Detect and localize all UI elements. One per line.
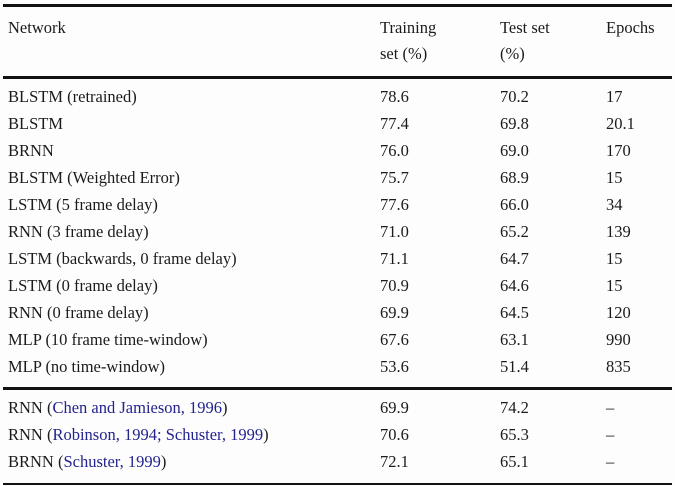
epochs-cell: 120: [606, 303, 631, 322]
main-results-section: BLSTM (retrained) 78.6 70.2 17 BLSTM 77.…: [3, 78, 672, 390]
epochs-cell: 20.1: [606, 114, 635, 133]
epochs-cell: 15: [606, 276, 623, 295]
col-header-network-label: Network: [8, 18, 66, 37]
training-cell: 77.6: [380, 195, 409, 214]
table-row: BLSTM 77.4 69.8 20.1: [3, 110, 672, 137]
training-cell: 76.0: [380, 141, 409, 160]
epochs-cell: –: [606, 425, 615, 444]
network-cell: MLP (10 frame time-window): [8, 330, 208, 349]
network-cell: MLP (no time-window): [3, 353, 375, 390]
table-row: MLP (10 frame time-window) 67.6 63.1 990: [3, 326, 672, 353]
test-cell: 64.7: [500, 249, 529, 268]
test-cell: 70.2: [500, 87, 529, 106]
table-row: RNN (3 frame delay) 71.0 65.2 139: [3, 218, 672, 245]
citation-link[interactable]: Robinson, 1994; Schuster, 1999: [52, 425, 264, 444]
test-cell: 64.6: [500, 276, 529, 295]
table-row: LSTM (0 frame delay) 70.9 64.6 15: [3, 272, 672, 299]
epochs-cell: 15: [606, 168, 623, 187]
table-row: LSTM (5 frame delay) 77.6 66.0 34: [3, 191, 672, 218]
table-row: BLSTM (retrained) 78.6 70.2 17: [3, 78, 672, 111]
training-cell: 53.6: [375, 353, 495, 390]
test-cell: 63.1: [500, 330, 529, 349]
epochs-cell: –: [606, 398, 615, 417]
table-row: LSTM (backwards, 0 frame delay) 71.1 64.…: [3, 245, 672, 272]
col-header-training-set: Training set (%): [375, 4, 495, 79]
training-cell: 75.7: [380, 168, 409, 187]
network-suffix: ): [263, 425, 269, 444]
epochs-cell: 17: [606, 87, 623, 106]
training-cell: 69.9: [380, 398, 409, 417]
network-cell: BLSTM (Weighted Error): [8, 168, 180, 187]
epochs-cell: 15: [606, 249, 623, 268]
network-cell: LSTM (0 frame delay): [8, 276, 158, 295]
citation-link[interactable]: Chen and Jamieson, 1996: [52, 398, 223, 417]
network-suffix: ): [222, 398, 228, 417]
training-cell: 77.4: [380, 114, 409, 133]
table-row: BRNN 76.0 69.0 170: [3, 137, 672, 164]
results-table: Network Training set (%) Test set (%) Epoc…: [3, 4, 672, 485]
network-cell: RNN (3 frame delay): [8, 222, 149, 241]
network-cell: RNN (0 frame delay): [8, 303, 149, 322]
col-header-network: Network: [3, 4, 375, 79]
network-cell: LSTM (5 frame delay): [8, 195, 158, 214]
literature-results-section: RNN (Chen and Jamieson, 1996) 69.9 74.2 …: [3, 389, 672, 485]
epochs-cell: 990: [606, 330, 631, 349]
col-header-epochs: Epochs: [601, 4, 672, 79]
training-cell: 70.6: [380, 425, 409, 444]
table-row: BRNN (Schuster, 1999) 72.1 65.1 –: [3, 448, 672, 485]
test-cell: 69.0: [500, 141, 529, 160]
training-cell: 72.1: [375, 448, 495, 485]
network-cell: BLSTM (retrained): [8, 87, 137, 106]
network-cell: RNN (Chen and Jamieson, 1996): [3, 389, 375, 422]
test-cell: 66.0: [500, 195, 529, 214]
network-suffix: ): [160, 452, 167, 471]
epochs-cell: 139: [606, 222, 631, 241]
citation-link[interactable]: Schuster, 1999: [63, 452, 161, 471]
test-cell: 65.1: [495, 448, 601, 485]
test-cell: 69.8: [500, 114, 529, 133]
network-cell: RNN (Robinson, 1994; Schuster, 1999): [3, 421, 375, 448]
table-header: Network Training set (%) Test set (%) Epoc…: [3, 4, 672, 79]
test-cell: 65.2: [500, 222, 529, 241]
network-cell: BRNN (Schuster, 1999): [3, 448, 375, 485]
network-prefix: RNN (: [8, 398, 53, 417]
col-header-test-set: Test set (%): [495, 4, 601, 79]
epochs-cell: –: [601, 448, 672, 485]
training-cell: 78.6: [380, 87, 409, 106]
table-row: RNN (Chen and Jamieson, 1996) 69.9 74.2 …: [3, 389, 672, 422]
test-cell: 68.9: [500, 168, 529, 187]
network-cell: LSTM (backwards, 0 frame delay): [8, 249, 237, 268]
training-cell: 67.6: [380, 330, 409, 349]
training-cell: 71.0: [380, 222, 409, 241]
test-cell: 74.2: [500, 398, 529, 417]
table-row: RNN (Robinson, 1994; Schuster, 1999) 70.…: [3, 421, 672, 448]
table-row: RNN (0 frame delay) 69.9 64.5 120: [3, 299, 672, 326]
epochs-cell: 170: [606, 141, 631, 160]
network-prefix: BRNN (: [8, 452, 64, 471]
epochs-cell: 835: [601, 353, 672, 390]
training-cell: 69.9: [380, 303, 409, 322]
test-cell: 65.3: [500, 425, 529, 444]
header-row: Network Training set (%) Test set (%) Epoc…: [3, 4, 672, 79]
network-prefix: RNN (: [8, 425, 53, 444]
training-cell: 71.1: [380, 249, 409, 268]
training-cell: 70.9: [380, 276, 409, 295]
network-cell: BLSTM: [8, 114, 64, 133]
table-row: MLP (no time-window) 53.6 51.4 835: [3, 353, 672, 390]
network-cell: BRNN: [8, 141, 54, 160]
test-cell: 51.4: [495, 353, 601, 390]
epochs-cell: 34: [606, 195, 623, 214]
table-row: BLSTM (Weighted Error) 75.7 68.9 15: [3, 164, 672, 191]
test-cell: 64.5: [500, 303, 529, 322]
